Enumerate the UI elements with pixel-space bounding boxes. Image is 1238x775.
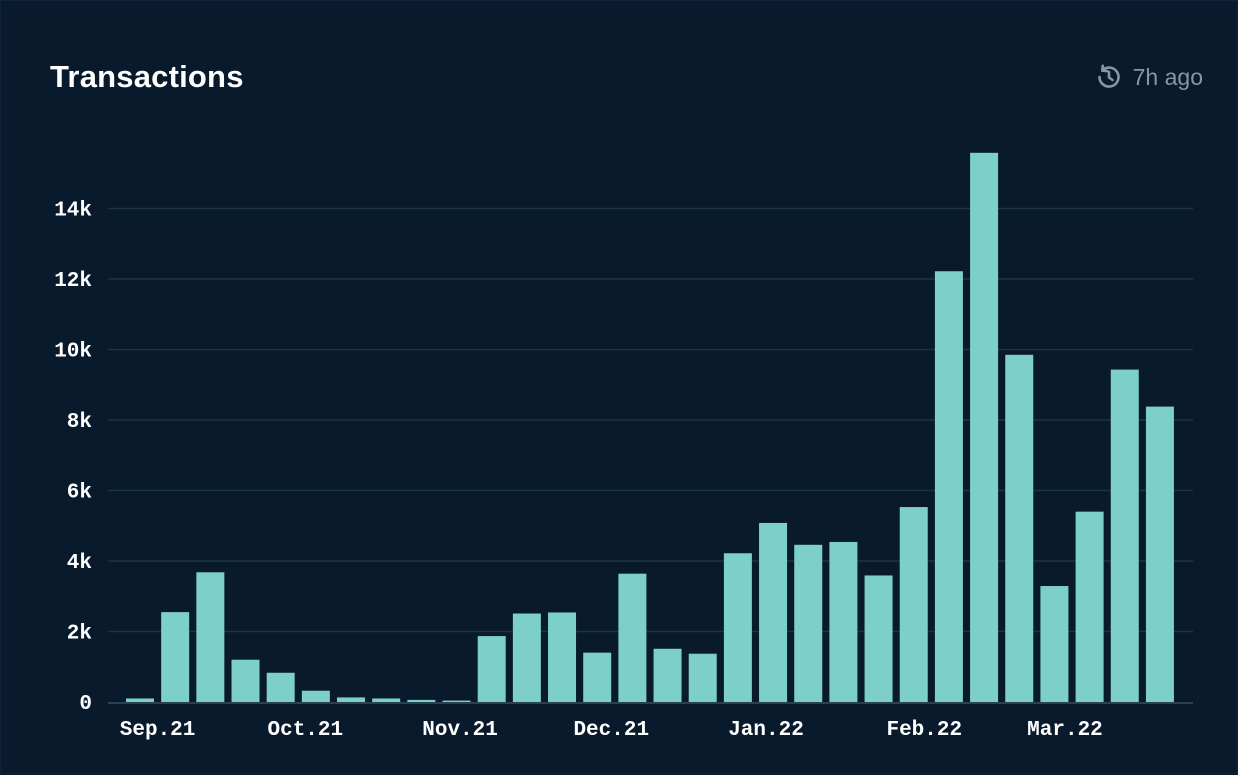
bar [126, 698, 154, 702]
y-tick-label: 0 [79, 693, 92, 716]
x-tick-label: Oct.21 [267, 719, 343, 742]
bar [723, 553, 752, 702]
bar [653, 648, 682, 702]
bar [970, 152, 999, 702]
bar [301, 690, 330, 702]
bar [161, 612, 190, 702]
x-tick-label: Feb.22 [886, 719, 962, 742]
bar [407, 699, 436, 702]
bar [372, 698, 401, 702]
bar [864, 575, 893, 702]
y-tick-label: 4k [67, 552, 92, 575]
bar [688, 653, 717, 702]
bar [583, 652, 612, 702]
y-tick-label: 10k [54, 341, 92, 364]
bar [759, 522, 788, 702]
bar [1075, 511, 1104, 702]
bar [548, 612, 577, 702]
x-tick-label: Dec.21 [573, 719, 649, 742]
last-updated-text: 7h ago [1132, 63, 1203, 90]
bar [1040, 586, 1069, 702]
bar [512, 613, 541, 702]
y-tick-label: 12k [54, 270, 92, 293]
y-tick-label: 8k [67, 411, 92, 434]
x-tick-label: Sep.21 [120, 719, 196, 742]
bar [829, 541, 858, 702]
y-tick-label: 2k [67, 623, 92, 646]
bar [1145, 406, 1174, 702]
bar [442, 700, 471, 702]
x-tick-label: Mar.22 [1027, 719, 1103, 742]
bar [934, 271, 963, 702]
bar [899, 507, 928, 702]
bar [1005, 354, 1034, 702]
last-updated: 7h ago [1095, 63, 1203, 91]
bar [196, 572, 225, 702]
x-tick-label: Nov.21 [422, 719, 498, 742]
bar [231, 659, 260, 702]
x-tick-label: Jan.22 [728, 719, 804, 742]
bar [794, 544, 823, 702]
bar [266, 672, 295, 702]
y-tick-label: 14k [54, 200, 92, 223]
bar [337, 697, 366, 702]
bar [477, 636, 506, 702]
y-tick-label: 6k [67, 482, 92, 505]
bar [618, 573, 647, 702]
card-title: Transactions [50, 59, 244, 94]
refresh-clock-icon [1095, 63, 1123, 91]
bar [1110, 369, 1139, 702]
